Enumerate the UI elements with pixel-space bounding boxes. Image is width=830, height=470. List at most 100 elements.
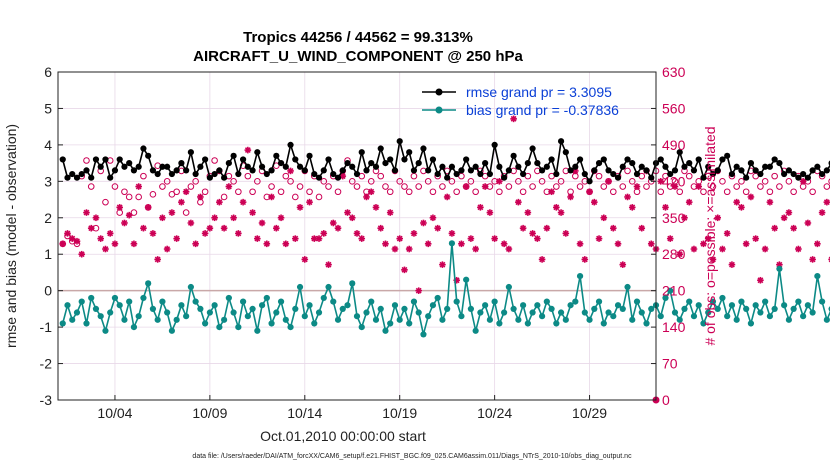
bias-point	[102, 327, 109, 334]
obs-assimilated-point	[235, 230, 242, 237]
bias-point	[543, 298, 550, 305]
obs-assimilated-point	[249, 209, 256, 216]
rmse-point	[690, 167, 698, 174]
bias-point	[315, 309, 323, 316]
x-tick-label: 10/04	[97, 405, 132, 421]
obs-assimilated-point	[372, 204, 380, 211]
obs-possible-point	[386, 188, 394, 196]
y2-tick-label: 630	[662, 64, 686, 80]
obs-assimilated-point	[225, 183, 233, 190]
bias-point	[301, 313, 308, 320]
bias-point	[686, 298, 693, 305]
obs-possible-point	[496, 188, 503, 196]
rmse-point	[135, 163, 142, 170]
obs-possible-point	[439, 183, 446, 190]
obs-possible-point	[401, 183, 408, 190]
rmse-point	[425, 167, 432, 174]
bias-point	[268, 320, 275, 327]
obs-assimilated-point	[628, 204, 636, 211]
y-tick-label: -3	[40, 392, 53, 408]
x-tick-label: 10/29	[572, 405, 607, 421]
rmse-point	[230, 152, 237, 159]
bias-point	[420, 331, 427, 338]
bias-point	[576, 272, 584, 280]
legend-bias-label: bias grand pr = -0.37836	[466, 102, 619, 118]
obs-possible-point	[515, 178, 522, 185]
bias-point	[657, 313, 664, 320]
obs-assimilated-point	[581, 256, 589, 263]
rmse-point	[320, 167, 327, 174]
plot-frame	[57, 71, 657, 401]
obs-assimilated-point	[515, 198, 522, 206]
rmse-point	[524, 160, 531, 167]
bias-point	[477, 309, 484, 316]
rmse-point	[752, 167, 759, 174]
obs-assimilated-point	[614, 240, 622, 248]
obs-assimilated-point	[154, 256, 161, 263]
y-axis-left: -3 -2 -1 0 1 2 3 4 5 6	[40, 64, 63, 408]
rmse-point	[387, 156, 394, 163]
rmse-point	[785, 167, 792, 174]
obs-assimilated-point	[292, 235, 299, 242]
obs-assimilated-point	[401, 266, 408, 274]
obs-assimilated-point	[121, 219, 128, 227]
bias-point	[368, 298, 375, 305]
rmse-point	[429, 156, 437, 163]
bias-point	[230, 309, 237, 316]
rmse-point	[130, 167, 138, 174]
bias-point	[633, 298, 641, 305]
bias-point	[168, 327, 176, 334]
rmse-point	[538, 167, 546, 174]
rmse-point	[434, 170, 441, 178]
obs-possible-point	[628, 178, 636, 185]
bias-point	[781, 302, 788, 309]
rmse-point	[633, 170, 641, 178]
rmse-point	[624, 156, 631, 163]
obs-possible-point	[429, 188, 437, 196]
obs-assimilated-point	[68, 235, 76, 242]
bias-point	[752, 302, 759, 309]
rmse-point	[292, 156, 299, 163]
rmse-point	[823, 167, 830, 174]
bias-point	[121, 316, 128, 323]
rmse-point	[249, 167, 256, 174]
bias-point	[69, 316, 76, 323]
y-tick-label: -2	[40, 356, 53, 372]
obs-assimilated-point	[576, 240, 584, 248]
obs-assimilated-point	[434, 224, 441, 232]
rmse-point	[453, 170, 460, 178]
bias-point	[800, 313, 807, 320]
obs-possible-point	[519, 188, 527, 196]
rmse-point	[553, 170, 560, 178]
bias-point	[586, 316, 593, 323]
bias-point	[614, 302, 622, 309]
obs-assimilated-point	[624, 193, 631, 201]
obs-assimilated-point	[723, 230, 731, 237]
rmse-point	[401, 156, 408, 163]
rmse-point	[795, 174, 802, 181]
obs-possible-point	[211, 157, 218, 164]
rmse-point	[619, 163, 626, 170]
obs-assimilated-point	[329, 219, 337, 227]
obs-possible-point	[600, 183, 608, 190]
rmse-point	[486, 170, 493, 178]
rmse-point	[363, 167, 370, 174]
obs-possible-point	[187, 183, 195, 190]
bias-point	[239, 298, 247, 305]
rmse-point	[372, 163, 380, 170]
obs-possible-point	[353, 183, 361, 190]
obs-possible-point	[472, 188, 479, 196]
obs-assimilated-point	[747, 193, 755, 201]
obs-possible-point	[173, 188, 180, 196]
bias-point	[401, 305, 408, 312]
rmse-point	[762, 163, 769, 170]
rmse-point	[467, 167, 475, 174]
obs-assimilated-point	[182, 188, 190, 196]
bias-point	[700, 320, 707, 327]
rmse-point	[567, 167, 574, 174]
bias-point	[496, 320, 503, 327]
bias-point	[591, 305, 598, 312]
obs-assimilated-point	[59, 240, 67, 248]
obs-possible-point	[287, 178, 294, 185]
obs-assimilated-point	[197, 193, 204, 201]
